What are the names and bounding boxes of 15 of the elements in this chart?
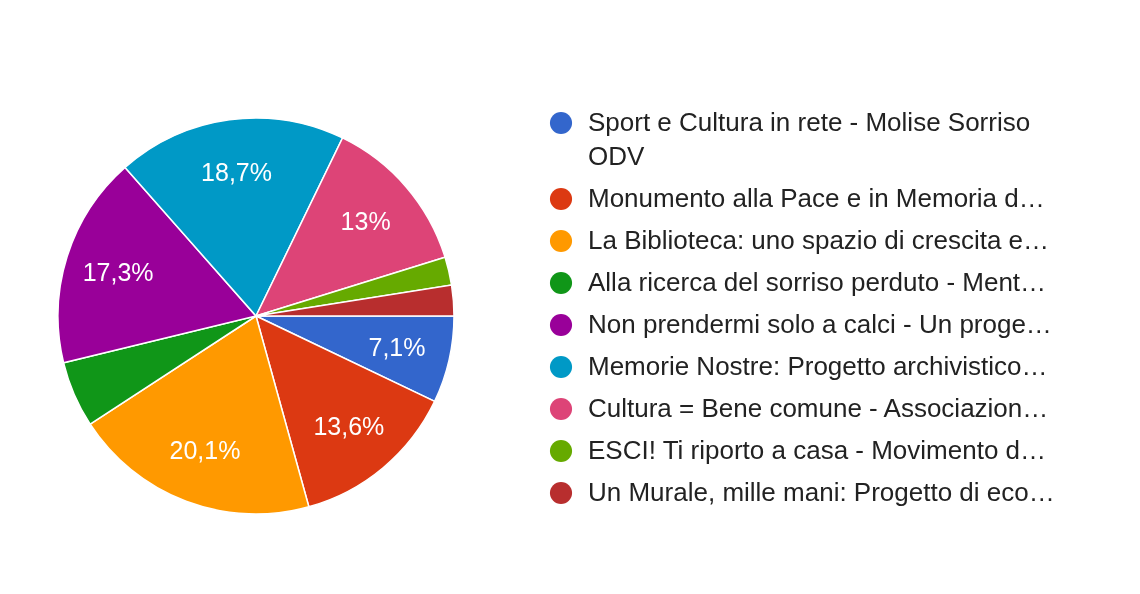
data-label: 17,3% [82, 257, 154, 286]
legend-label: Monumento alla Pace e in Memoria d… [588, 183, 1045, 213]
legend-label: Cultura = Bene comune - Associazion… [588, 393, 1049, 423]
legend-label: La Biblioteca: uno spazio di crescita e… [588, 225, 1050, 255]
legend-label: ESCI! Ti riporto a casa - Movimento d… [588, 435, 1047, 465]
data-label: 20,1% [169, 436, 241, 465]
data-label: 7,1% [368, 332, 426, 361]
legend-label: Sport e Cultura in rete - Molise Sorriso ODV [588, 107, 1031, 171]
legend-label: Alla ricerca del sorriso perduto - Ment… [588, 267, 1047, 297]
data-label: 18,7% [201, 157, 272, 186]
legend-label: Un Murale, mille mani: Progetto di eco… [588, 477, 1055, 507]
data-label: 13% [340, 206, 391, 235]
legend-label: Memorie Nostre: Progetto archivistico… [588, 351, 1048, 381]
legend-label: Non prendermi solo a calci - Un proge… [588, 309, 1052, 339]
data-label: 13,6% [313, 411, 385, 440]
